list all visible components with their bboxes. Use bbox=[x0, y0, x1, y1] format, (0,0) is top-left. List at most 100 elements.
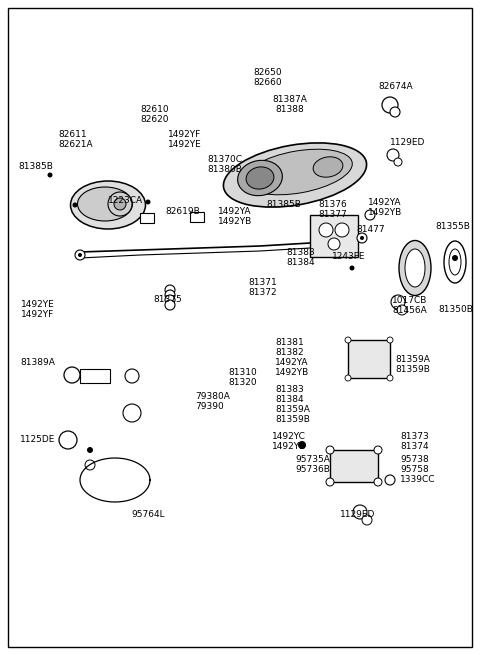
Circle shape bbox=[123, 404, 141, 422]
Ellipse shape bbox=[444, 241, 466, 283]
Circle shape bbox=[387, 375, 393, 381]
Text: 1492YA
1492YB: 1492YA 1492YB bbox=[218, 207, 252, 227]
Text: 1129ED: 1129ED bbox=[390, 138, 425, 147]
Text: 1125DE: 1125DE bbox=[20, 435, 55, 444]
Text: 81359A
81359B: 81359A 81359B bbox=[395, 355, 430, 375]
Text: 81389A: 81389A bbox=[20, 358, 55, 367]
Circle shape bbox=[145, 200, 151, 204]
Text: 79380A
79390: 79380A 79390 bbox=[195, 392, 230, 411]
Text: 81383
81384: 81383 81384 bbox=[275, 385, 304, 404]
Text: 1223CA: 1223CA bbox=[108, 196, 143, 205]
Circle shape bbox=[125, 369, 139, 383]
Circle shape bbox=[75, 250, 85, 260]
Circle shape bbox=[362, 515, 372, 525]
Circle shape bbox=[349, 265, 355, 271]
Circle shape bbox=[374, 478, 382, 486]
Text: 81383
81384: 81383 81384 bbox=[286, 248, 315, 267]
Bar bbox=[330, 450, 378, 482]
Text: 95738
95758: 95738 95758 bbox=[400, 455, 429, 474]
Circle shape bbox=[345, 337, 351, 343]
Circle shape bbox=[357, 233, 367, 243]
Circle shape bbox=[165, 300, 175, 310]
Circle shape bbox=[353, 505, 367, 519]
Text: 82674A: 82674A bbox=[378, 82, 413, 91]
Text: 81373
81374: 81373 81374 bbox=[400, 432, 429, 451]
Circle shape bbox=[345, 375, 351, 381]
Ellipse shape bbox=[223, 143, 367, 207]
Text: 81350B: 81350B bbox=[438, 305, 473, 314]
Circle shape bbox=[394, 158, 402, 166]
Text: 81387A
81388: 81387A 81388 bbox=[273, 95, 307, 115]
Bar bbox=[310, 215, 358, 257]
Text: 82619B: 82619B bbox=[165, 207, 200, 216]
Text: 1492YF
1492YE: 1492YF 1492YE bbox=[168, 130, 202, 149]
Text: 81385B: 81385B bbox=[18, 162, 53, 171]
Circle shape bbox=[326, 446, 334, 454]
Circle shape bbox=[87, 447, 93, 453]
Circle shape bbox=[382, 97, 398, 113]
Text: 1492YC
1492YD: 1492YC 1492YD bbox=[272, 432, 307, 451]
Text: 82611
82621A: 82611 82621A bbox=[58, 130, 93, 149]
Bar bbox=[348, 340, 390, 378]
Circle shape bbox=[48, 172, 52, 178]
Circle shape bbox=[365, 210, 375, 220]
Text: 1339CC: 1339CC bbox=[400, 475, 435, 484]
Circle shape bbox=[319, 223, 333, 237]
Text: 82650
82660: 82650 82660 bbox=[254, 68, 282, 87]
Text: 95764L: 95764L bbox=[131, 510, 165, 519]
Circle shape bbox=[114, 198, 126, 210]
Circle shape bbox=[64, 367, 80, 383]
Bar bbox=[140, 213, 154, 223]
Circle shape bbox=[78, 253, 82, 257]
Circle shape bbox=[397, 305, 407, 315]
Circle shape bbox=[391, 295, 405, 309]
Circle shape bbox=[298, 441, 306, 449]
Text: 95735A
95736B: 95735A 95736B bbox=[295, 455, 330, 474]
Text: 1492YA
1492YB: 1492YA 1492YB bbox=[275, 358, 309, 377]
Ellipse shape bbox=[244, 149, 352, 195]
Text: 81381
81382: 81381 81382 bbox=[275, 338, 304, 358]
Circle shape bbox=[385, 475, 395, 485]
Text: 81359A
81359B: 81359A 81359B bbox=[275, 405, 310, 424]
Ellipse shape bbox=[77, 187, 132, 221]
Circle shape bbox=[85, 460, 95, 470]
Text: 81385B: 81385B bbox=[266, 200, 301, 209]
Text: 1129ED: 1129ED bbox=[340, 510, 376, 519]
Ellipse shape bbox=[449, 249, 461, 275]
Circle shape bbox=[165, 285, 175, 295]
Bar bbox=[80, 369, 110, 383]
Text: 81371
81372: 81371 81372 bbox=[248, 278, 277, 297]
Text: 81375: 81375 bbox=[154, 295, 182, 304]
Circle shape bbox=[452, 255, 458, 261]
Circle shape bbox=[165, 295, 175, 305]
Circle shape bbox=[390, 107, 400, 117]
Ellipse shape bbox=[405, 249, 425, 287]
Circle shape bbox=[326, 478, 334, 486]
Circle shape bbox=[328, 238, 340, 250]
Text: 81370C
81380B: 81370C 81380B bbox=[207, 155, 242, 174]
Text: 1243FE: 1243FE bbox=[332, 252, 365, 261]
Text: 81355B: 81355B bbox=[435, 222, 470, 231]
Ellipse shape bbox=[399, 240, 431, 295]
Circle shape bbox=[387, 337, 393, 343]
Text: 82610
82620: 82610 82620 bbox=[141, 105, 169, 124]
Text: 81477: 81477 bbox=[356, 225, 384, 234]
Ellipse shape bbox=[71, 181, 145, 229]
Circle shape bbox=[360, 236, 364, 240]
Circle shape bbox=[59, 431, 77, 449]
Circle shape bbox=[108, 192, 132, 216]
Ellipse shape bbox=[246, 167, 274, 189]
Circle shape bbox=[335, 223, 349, 237]
Bar bbox=[190, 212, 204, 222]
Circle shape bbox=[72, 202, 77, 208]
Circle shape bbox=[387, 149, 399, 161]
Text: 1492YE
1492YF: 1492YE 1492YF bbox=[21, 300, 55, 320]
Text: 1017CB
81456A: 1017CB 81456A bbox=[392, 296, 427, 316]
Text: 1492YA
1492YB: 1492YA 1492YB bbox=[368, 198, 402, 217]
Text: 81376
81377: 81376 81377 bbox=[318, 200, 347, 219]
Circle shape bbox=[374, 446, 382, 454]
Ellipse shape bbox=[313, 157, 343, 178]
Text: 81310
81320: 81310 81320 bbox=[228, 368, 257, 387]
Ellipse shape bbox=[238, 160, 282, 196]
Circle shape bbox=[165, 290, 175, 300]
